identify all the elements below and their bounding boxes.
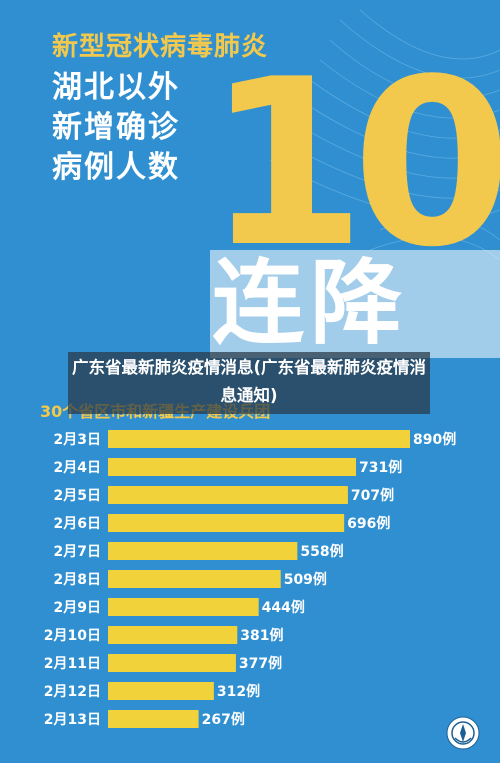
category-label: 2月12日 — [44, 684, 101, 700]
bar — [108, 682, 214, 700]
value-label: 444例 — [262, 599, 305, 616]
overlay-caption-box — [68, 352, 430, 414]
category-label: 2月13日 — [44, 712, 101, 728]
bar — [108, 514, 345, 532]
category-label: 2月7日 — [54, 544, 101, 560]
bar — [108, 654, 236, 672]
bar — [108, 458, 357, 476]
category-label: 2月5日 — [54, 488, 101, 504]
bar — [108, 486, 348, 504]
value-label: 890例 — [413, 431, 456, 448]
bar — [108, 710, 199, 728]
value-label: 509例 — [284, 571, 327, 588]
bar — [108, 430, 410, 448]
category-label: 2月10日 — [44, 628, 101, 644]
bar — [108, 570, 281, 588]
headline-line-3: 病例人数 — [52, 150, 180, 185]
headline-top: 新型冠状病毒肺炎 — [52, 32, 269, 62]
value-label: 707例 — [351, 487, 394, 504]
big-number: 10 — [206, 31, 500, 298]
bar — [108, 626, 238, 644]
value-label: 731例 — [359, 459, 402, 476]
value-label: 558例 — [300, 543, 343, 560]
value-label: 312例 — [217, 683, 260, 700]
streak-band — [210, 250, 500, 358]
category-label: 2月8日 — [54, 572, 101, 588]
category-label: 2月3日 — [54, 432, 101, 448]
category-label: 2月11日 — [44, 656, 101, 672]
category-label: 2月6日 — [54, 516, 101, 532]
value-label: 267例 — [202, 711, 245, 728]
value-label: 377例 — [239, 655, 282, 672]
category-label: 2月9日 — [54, 600, 101, 616]
category-label: 2月4日 — [54, 460, 101, 476]
headline-line-2: 新增确诊 — [52, 110, 180, 145]
bar — [108, 598, 259, 616]
streak-label: 连降 — [212, 250, 409, 357]
emblem-icon — [446, 716, 480, 750]
value-label: 696例 — [347, 515, 390, 532]
bar — [108, 542, 298, 560]
value-label: 381例 — [240, 627, 283, 644]
overlay-caption: 广东省最新肺炎疫情消息(广东省最新肺炎疫情消息通知) — [71, 358, 427, 405]
background-wave-pattern — [269, 9, 500, 261]
headline-line-1: 湖北以外 — [52, 70, 180, 105]
